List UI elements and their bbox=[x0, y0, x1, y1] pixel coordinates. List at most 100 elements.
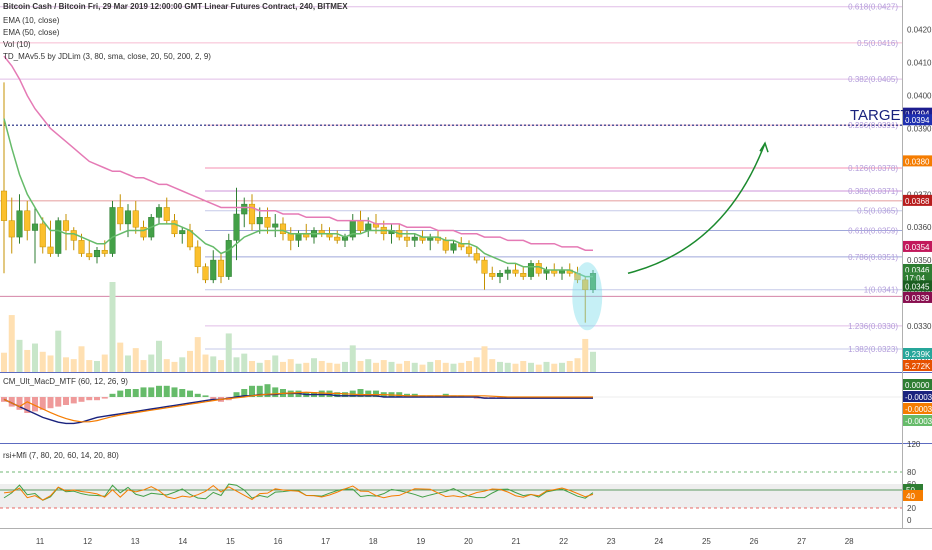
price-badge-bg bbox=[903, 280, 932, 292]
candle-body bbox=[403, 236, 411, 241]
fib-label: 0.5(0.0365) bbox=[857, 207, 898, 216]
macd-panel-label[interactable]: CM_Ult_MacD_MTF (60, 12, 26, 9) bbox=[3, 377, 128, 386]
macd-hist-bar bbox=[249, 385, 255, 397]
macd-badge-bg bbox=[903, 391, 932, 402]
time-tick-label: 13 bbox=[131, 537, 140, 546]
candle-body bbox=[334, 236, 341, 241]
rsi-panel-label[interactable]: rsi+Mfi (7, 80, 20, 60, 14, 20, 80) bbox=[3, 451, 119, 460]
annotations bbox=[572, 141, 769, 331]
price-tick-label: 0.0390 bbox=[907, 124, 932, 133]
volume-bar bbox=[566, 360, 573, 372]
macd-hist-bar bbox=[125, 389, 131, 397]
divider-value: 120 bbox=[907, 440, 921, 449]
volume-bar bbox=[318, 360, 325, 372]
candle-body bbox=[194, 246, 201, 267]
price-badge-text: 0.0368 bbox=[905, 197, 930, 206]
time-axis-line bbox=[0, 528, 932, 529]
price-badge-bg bbox=[903, 155, 932, 167]
volume-bar bbox=[171, 361, 178, 372]
projection-arrowhead bbox=[759, 141, 769, 153]
candle-body bbox=[8, 220, 15, 238]
time-tick-label: 22 bbox=[559, 537, 568, 546]
price-tick-label: 0.0330 bbox=[907, 322, 932, 331]
time-tick-label: 26 bbox=[750, 537, 759, 546]
volume-bar bbox=[101, 354, 108, 372]
macd-hist-bar bbox=[342, 392, 348, 397]
macd-hist-bar bbox=[16, 397, 23, 410]
candle-body bbox=[109, 207, 116, 254]
volume-bar bbox=[109, 282, 116, 372]
time-tick-label: 28 bbox=[845, 537, 854, 546]
candle-body bbox=[55, 220, 62, 254]
time-tick-label: 16 bbox=[274, 537, 283, 546]
macd-hist-bar bbox=[396, 392, 403, 397]
macd-badge: -0.0003 bbox=[903, 391, 932, 402]
volume-bar bbox=[1, 352, 7, 372]
macd-badge-bg bbox=[903, 415, 932, 426]
time-tick-label: 11 bbox=[36, 537, 45, 546]
price-badge-text: 9.239K bbox=[905, 350, 931, 359]
volume-bar bbox=[70, 359, 77, 372]
fib-label: 0.5(0.0416) bbox=[857, 39, 898, 48]
candle-body bbox=[155, 207, 163, 218]
volume-bar bbox=[411, 362, 418, 372]
fib-label: 0.786(0.0351) bbox=[848, 253, 898, 262]
volume-bar bbox=[473, 357, 480, 372]
volume-bar bbox=[442, 362, 449, 372]
volume-bar bbox=[326, 362, 333, 372]
indicator-td-label[interactable]: TD_MAv5.5 by JDLim (3, 80, sma, close, 2… bbox=[3, 52, 211, 61]
volume-bar bbox=[148, 354, 155, 372]
macd-hist-bar bbox=[63, 397, 69, 405]
macd-hist-bar bbox=[187, 390, 193, 397]
candle-body bbox=[24, 210, 31, 231]
price-badge-bg bbox=[903, 263, 932, 275]
candle-body bbox=[101, 249, 108, 254]
candle-body bbox=[527, 263, 535, 277]
indicator-volume-label[interactable]: Vol (10) bbox=[3, 40, 31, 49]
price-tick-label: 0.0400 bbox=[907, 92, 932, 101]
volume-bar bbox=[512, 363, 519, 372]
macd-hist-bar bbox=[194, 393, 201, 397]
volume-bar bbox=[210, 356, 217, 372]
macd-hist-bar bbox=[365, 390, 372, 397]
volume-bar bbox=[140, 360, 147, 372]
volume-bar bbox=[295, 363, 302, 372]
volume-bar bbox=[32, 343, 38, 372]
macd-hist-bar bbox=[101, 397, 108, 399]
price-badge: 0.0394 bbox=[903, 107, 932, 119]
volume-bar bbox=[39, 351, 46, 372]
candle-body bbox=[411, 236, 418, 241]
volume-bar bbox=[419, 364, 426, 372]
candle-body bbox=[442, 240, 449, 251]
price-badge-bg bbox=[903, 240, 932, 252]
candlesticks bbox=[0, 82, 597, 323]
price-badge-bg bbox=[903, 360, 932, 371]
fib-label: 1.236(0.0330) bbox=[848, 322, 898, 331]
indicator-ema-fast-label[interactable]: EMA (10, close) bbox=[3, 16, 60, 25]
macd-hist-bar bbox=[24, 397, 31, 413]
time-tick-label: 19 bbox=[416, 537, 425, 546]
candle-body bbox=[31, 223, 39, 231]
volume-bar bbox=[396, 363, 403, 372]
candle-body bbox=[202, 266, 209, 281]
macd-hist-bar bbox=[55, 397, 62, 407]
candle-body bbox=[210, 259, 217, 281]
candle-body bbox=[140, 226, 147, 238]
macd-line bbox=[3, 392, 593, 425]
volume-bar bbox=[559, 362, 565, 372]
price-badge-text: 0.0394 bbox=[905, 110, 930, 119]
candle-body bbox=[86, 253, 93, 258]
candle-body bbox=[264, 217, 271, 228]
price-badge: 0.0339 bbox=[903, 291, 932, 303]
volume-bar bbox=[125, 355, 131, 372]
price-badge: 0.0354 bbox=[903, 240, 932, 252]
macd-hist-bar bbox=[132, 389, 139, 397]
price-tick-label: 0.0360 bbox=[907, 223, 932, 232]
candle-body bbox=[132, 210, 139, 228]
price-badge-bg bbox=[903, 114, 932, 126]
volume-bar bbox=[311, 358, 317, 372]
macd-badge-text: -0.0003 bbox=[905, 417, 932, 426]
volume-bar bbox=[202, 354, 209, 372]
indicator-ema-slow-label[interactable]: EMA (50, close) bbox=[3, 28, 60, 37]
ema-lines bbox=[3, 55, 593, 278]
